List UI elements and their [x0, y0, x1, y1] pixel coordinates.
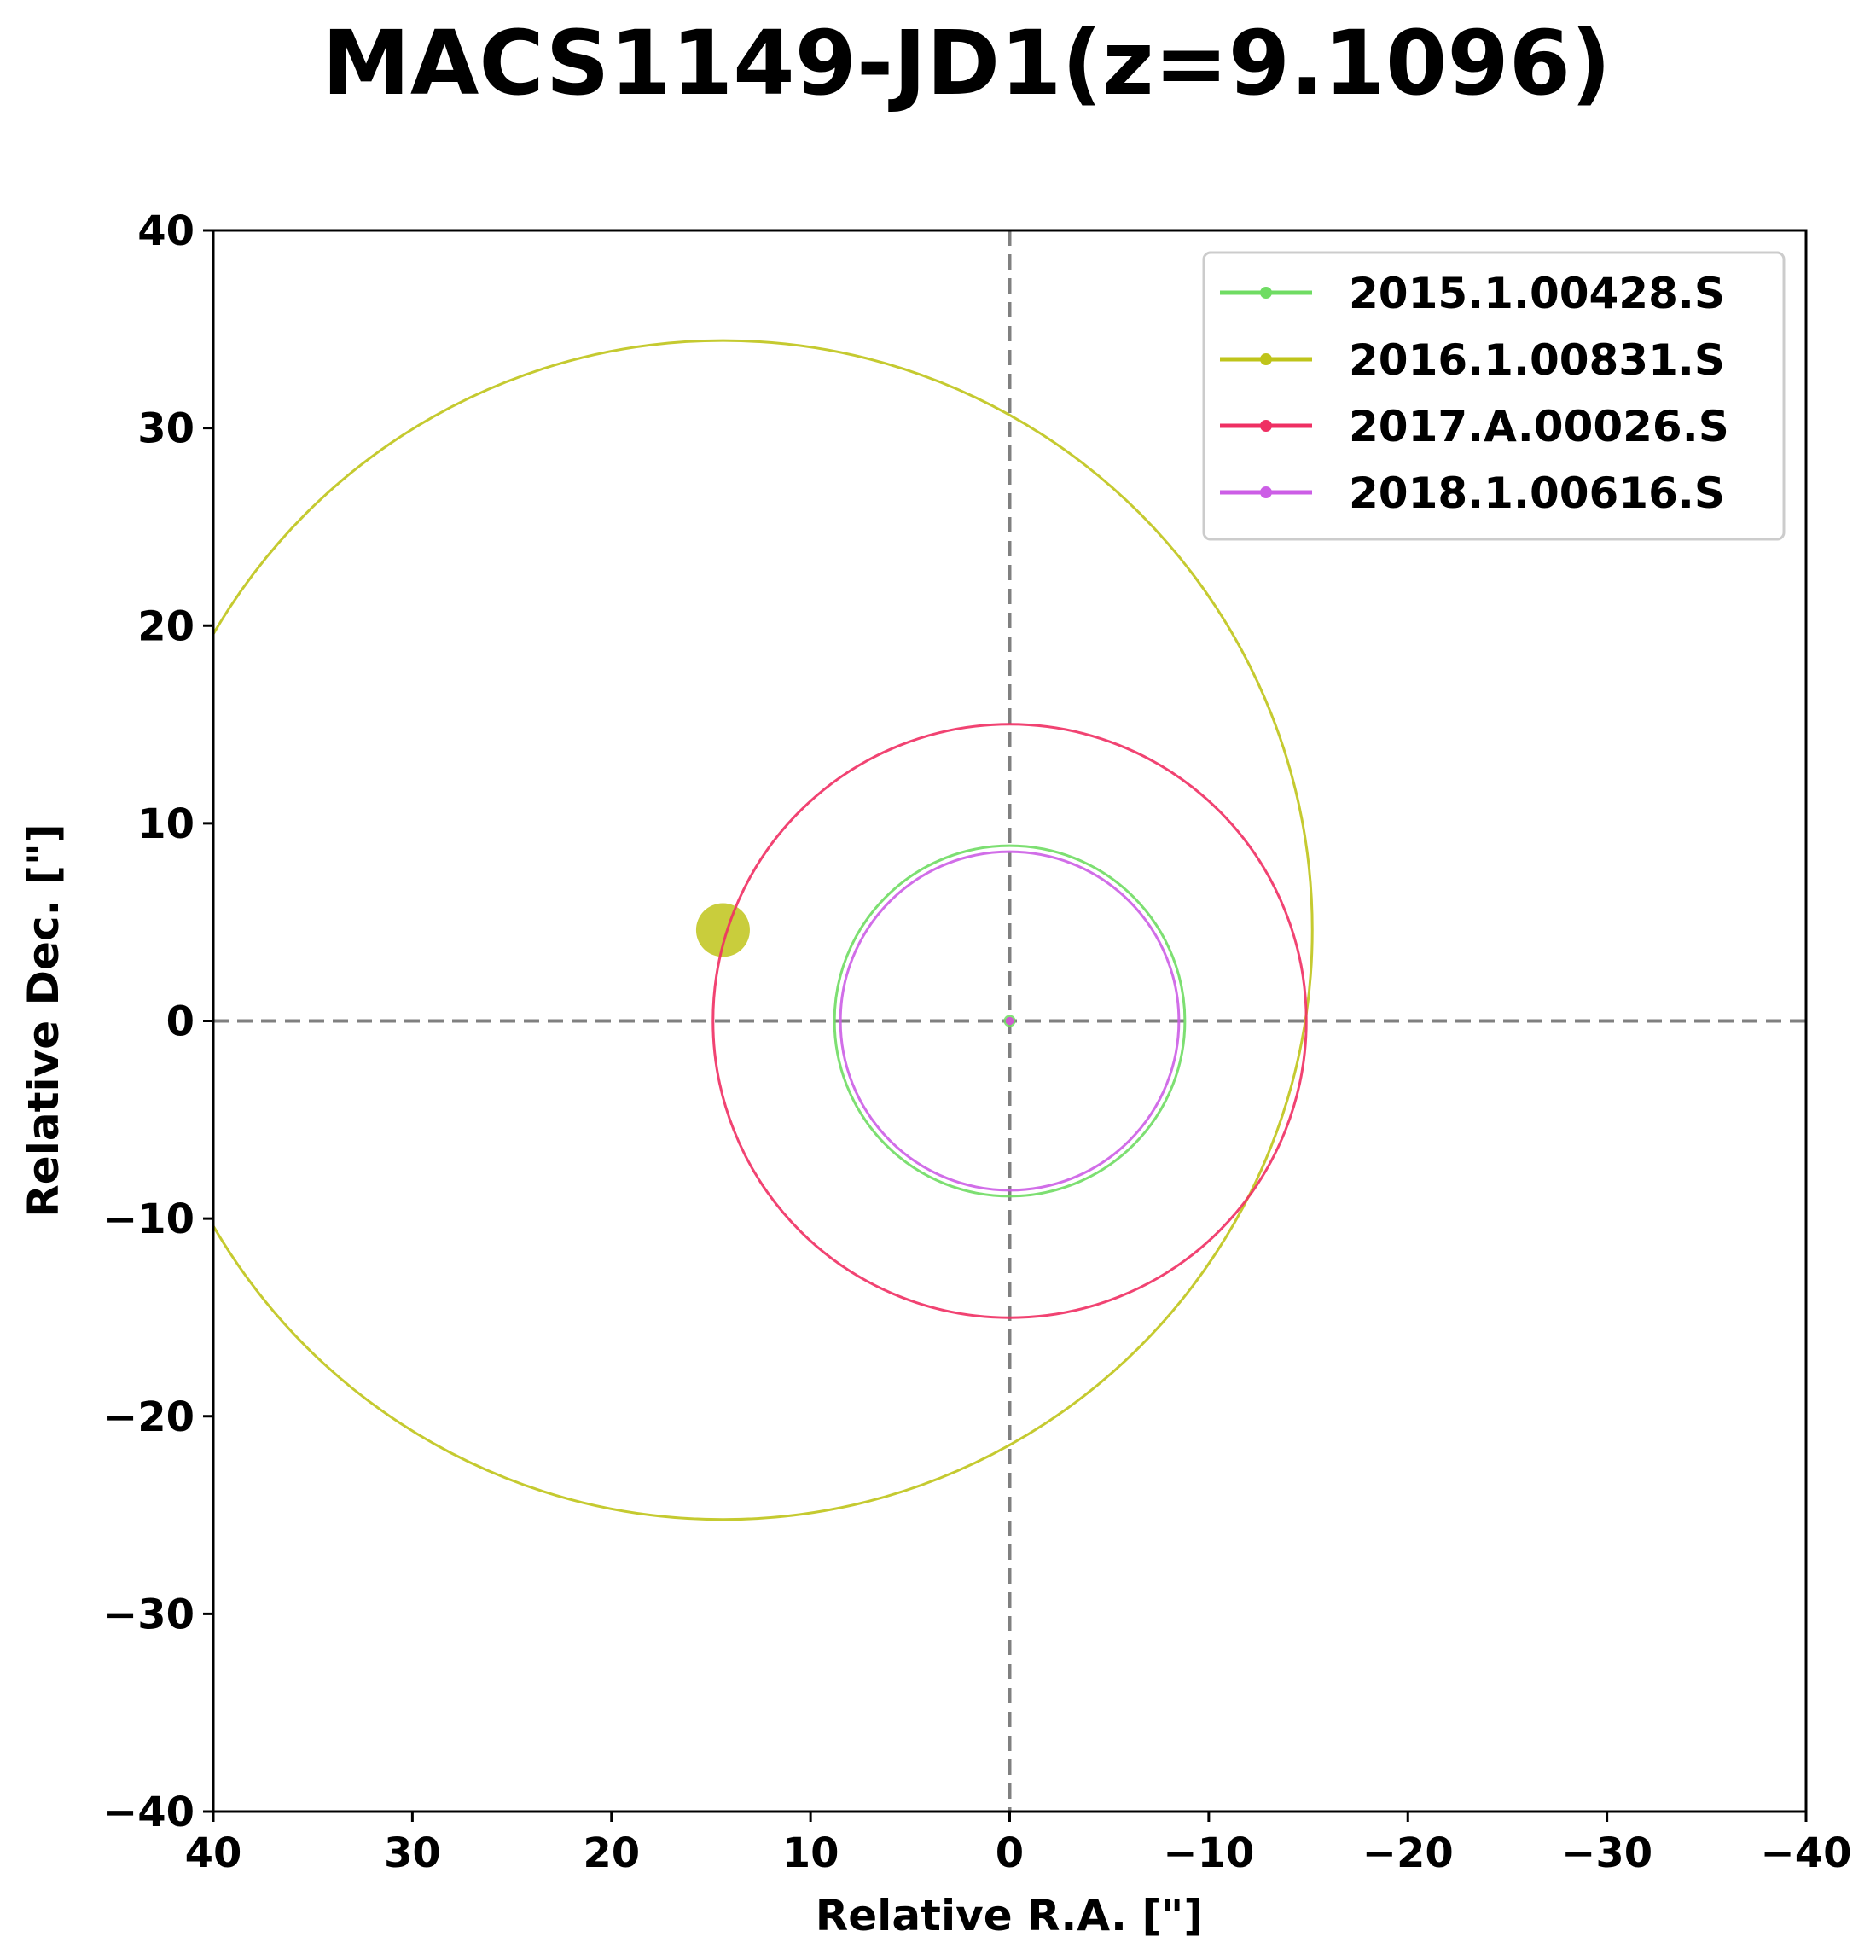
- x-tick-label: 30: [384, 1829, 441, 1877]
- x-tick-label: −10: [1163, 1829, 1254, 1877]
- chart-title: MACS1149-JD1(z=9.1096): [322, 11, 1611, 115]
- legend-label: 2017.A.00026.S: [1349, 402, 1729, 451]
- legend-marker: [1260, 420, 1272, 432]
- y-tick-label: 10: [137, 800, 195, 848]
- field-of-view-circle: [839, 850, 1181, 1192]
- legend-marker: [1260, 353, 1272, 365]
- x-tick-label: 0: [996, 1829, 1024, 1877]
- field-of-view-circle: [711, 723, 1308, 1319]
- legend: 2015.1.00428.S 2016.1.00831.S 2017.A.00026…: [1202, 251, 1786, 541]
- y-tick-label: −20: [103, 1393, 195, 1441]
- legend-marker: [1260, 486, 1272, 498]
- y-axis-label: Relative Dec. ["]: [19, 823, 68, 1217]
- y-tick-label: −30: [103, 1591, 195, 1638]
- field-of-view-circle: [213, 339, 1314, 1521]
- legend-label: 2015.1.00428.S: [1349, 269, 1725, 318]
- pointing-center-marker: [695, 903, 750, 957]
- x-axis-label: Relative R.A. ["]: [816, 1891, 1203, 1940]
- x-tick-label: 40: [185, 1829, 242, 1877]
- x-tick-label: −20: [1362, 1829, 1454, 1877]
- y-tick-label: 30: [137, 405, 195, 453]
- y-tick-label: −40: [103, 1788, 195, 1836]
- legend-box: [1202, 251, 1786, 541]
- y-tick-label: 20: [137, 602, 195, 650]
- legend-label: 2016.1.00831.S: [1349, 335, 1725, 385]
- y-tick-label: −10: [103, 1195, 195, 1243]
- pointing-center-marker: [1005, 1016, 1014, 1026]
- legend-label: 2018.1.00616.S: [1349, 468, 1725, 518]
- x-tick-label: 10: [782, 1829, 839, 1877]
- y-tick-label: 40: [137, 207, 195, 255]
- legend-marker: [1260, 287, 1272, 299]
- x-tick-label: 20: [583, 1829, 640, 1877]
- y-tick-label: 0: [166, 998, 195, 1046]
- x-tick-label: −30: [1561, 1829, 1652, 1877]
- field-of-view-circle: [833, 844, 1187, 1198]
- x-tick-label: −40: [1760, 1829, 1851, 1877]
